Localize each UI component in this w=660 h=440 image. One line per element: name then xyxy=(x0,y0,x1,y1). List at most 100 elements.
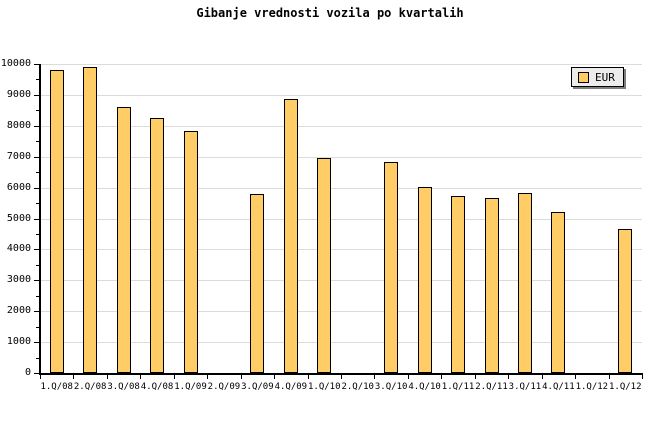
x-axis-label: 1.Q/09 xyxy=(174,382,207,392)
x-axis-label: 2.Q/11 xyxy=(475,382,508,392)
y-axis-tick-minor xyxy=(36,233,39,235)
y-axis-label: 6000 xyxy=(6,181,31,193)
x-axis-label: 2.Q/09 xyxy=(207,382,241,392)
x-axis-tick xyxy=(207,375,209,379)
bar xyxy=(517,192,532,373)
gridline xyxy=(40,280,642,282)
y-axis-label: 4000 xyxy=(6,243,31,255)
x-axis-tick xyxy=(173,375,175,379)
y-axis-tick-major xyxy=(34,187,39,189)
y-axis-label: 7000 xyxy=(6,150,31,162)
x-axis-tick xyxy=(608,375,610,379)
x-axis-tick xyxy=(307,375,309,379)
x-axis-label: 1.Q/12 xyxy=(575,382,609,392)
y-axis-tick-minor xyxy=(36,141,39,143)
x-axis-label: 4.Q/09 xyxy=(274,382,308,392)
bar xyxy=(250,194,265,373)
bar xyxy=(116,106,131,373)
bar xyxy=(451,195,466,373)
x-axis-label: 4.Q/10 xyxy=(408,382,441,392)
x-axis-label: 2.Q/10 xyxy=(341,382,374,392)
y-axis-label: 3000 xyxy=(6,274,31,286)
y-axis-label: 10000 xyxy=(0,58,31,69)
chart-title: Gibanje vrednosti vozila po kvartalih xyxy=(196,6,464,20)
x-axis-label: 1.Q/12 xyxy=(609,382,642,392)
y-axis-tick-major xyxy=(34,94,39,96)
x-axis-label: 3.Q/09 xyxy=(241,382,274,392)
gridline xyxy=(40,64,642,65)
gridline xyxy=(40,342,642,344)
y-axis-tick-minor xyxy=(36,326,39,328)
x-axis-tick xyxy=(642,375,643,379)
bar xyxy=(83,67,98,373)
y-axis-tick-major xyxy=(34,64,39,65)
x-axis-label: 4.Q/11 xyxy=(542,382,575,392)
x-axis-tick xyxy=(40,375,41,379)
x-axis-tick xyxy=(441,375,443,379)
x-axis-label: 1.Q/10 xyxy=(308,382,341,392)
x-axis-tick xyxy=(73,375,75,379)
x-axis-tick xyxy=(575,375,577,379)
y-axis-label: 5000 xyxy=(6,212,31,224)
y-axis-tick-minor xyxy=(36,295,39,297)
bar xyxy=(384,161,399,373)
y-axis-label: 8000 xyxy=(6,119,31,131)
y-axis-tick-major xyxy=(34,280,39,282)
bar xyxy=(484,198,499,373)
x-axis-label: 4.Q/08 xyxy=(140,382,174,392)
y-axis-tick-major xyxy=(34,218,39,220)
x-axis-label: 3.Q/08 xyxy=(107,382,140,392)
y-axis-tick-minor xyxy=(36,110,39,112)
y-axis-tick-minor xyxy=(36,79,39,81)
y-axis-tick-minor xyxy=(36,172,39,174)
x-axis-label: 1.Q/08 xyxy=(40,382,73,392)
x-axis-line xyxy=(39,373,643,375)
x-axis-tick xyxy=(240,375,242,379)
x-axis-tick xyxy=(140,375,142,379)
x-axis-label: 1.Q/11 xyxy=(441,382,475,392)
x-axis-label: 2.Q/08 xyxy=(73,382,107,392)
legend: EUR xyxy=(571,67,624,87)
y-axis-tick-minor xyxy=(36,264,39,266)
legend-swatch-icon xyxy=(578,71,589,83)
x-axis-tick xyxy=(374,375,376,379)
x-axis-tick xyxy=(407,375,409,379)
y-axis-label: 9000 xyxy=(6,88,31,100)
y-axis-tick-major xyxy=(34,342,39,344)
bar xyxy=(317,158,332,373)
y-axis-tick-minor xyxy=(36,203,39,205)
bar xyxy=(551,212,566,373)
x-axis-tick xyxy=(274,375,276,379)
gridline xyxy=(40,156,642,158)
y-axis-tick-major xyxy=(34,311,39,313)
legend-label: EUR xyxy=(595,70,615,84)
gridline xyxy=(40,125,642,127)
bar xyxy=(283,98,298,373)
y-axis-tick-major xyxy=(34,125,39,127)
y-axis-tick-major xyxy=(34,249,39,251)
bar xyxy=(618,229,633,373)
y-axis-label: 0 xyxy=(24,367,31,378)
y-axis-line xyxy=(39,64,41,375)
bar xyxy=(150,118,165,373)
bar xyxy=(417,187,432,373)
x-axis-label: 3.Q/11 xyxy=(508,382,542,392)
y-axis-tick-major xyxy=(34,156,39,158)
y-axis-tick-minor xyxy=(36,357,39,359)
x-axis-label: 3.Q/10 xyxy=(374,382,408,392)
bar xyxy=(183,131,198,373)
gridline xyxy=(40,311,642,313)
gridline xyxy=(40,218,642,220)
gridline xyxy=(40,249,642,251)
x-axis-tick xyxy=(508,375,510,379)
y-axis-tick-major xyxy=(34,373,39,374)
x-axis-tick xyxy=(541,375,543,379)
gridline xyxy=(40,94,642,96)
y-axis-label: 2000 xyxy=(6,305,31,317)
bar xyxy=(49,69,64,373)
x-axis-tick xyxy=(341,375,342,379)
gridline xyxy=(40,187,642,189)
x-axis-tick xyxy=(474,375,476,379)
